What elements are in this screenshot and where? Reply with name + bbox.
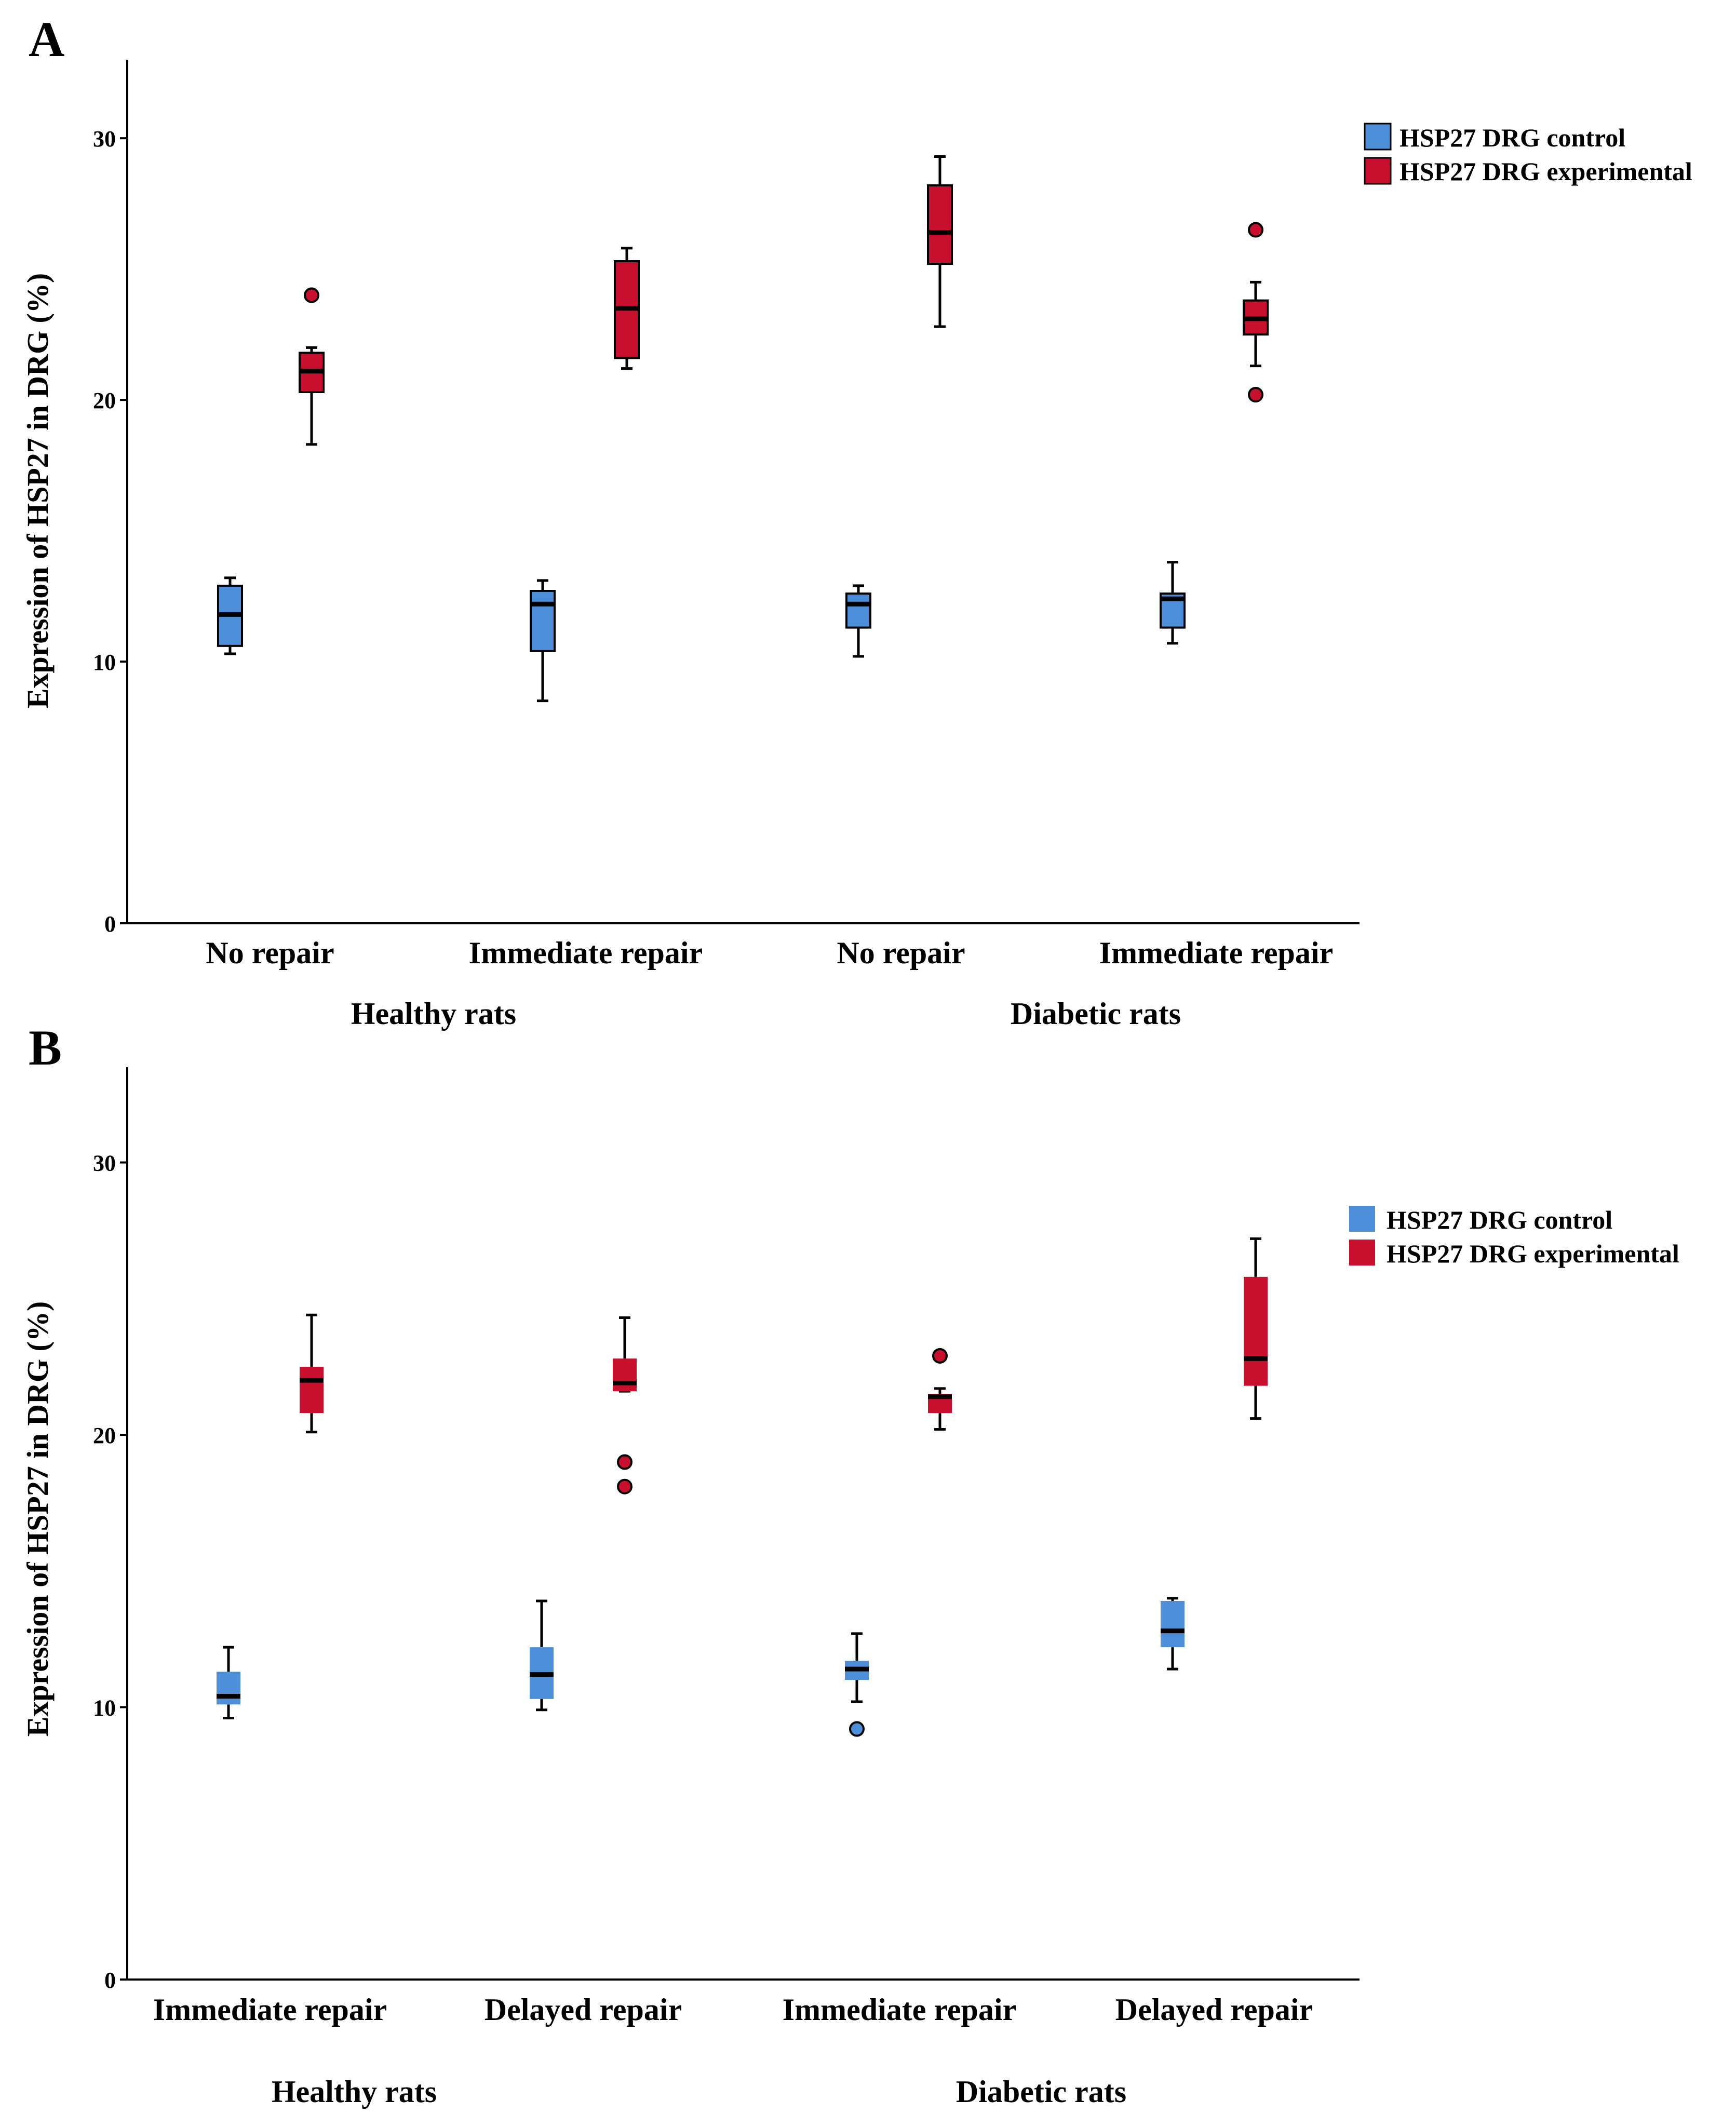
panel-letter-a: A [29,11,64,67]
legend: HSP27 DRG control HSP27 DRG experimental [1349,1205,1679,1268]
y-tick-label: 0 [104,911,116,937]
group-label-healthy: Healthy rats [272,2075,437,2109]
panel-b: B Expression of HSP27 in DRG (%) 0 10 20 30… [21,1020,1679,2109]
group-label-diabetic: Diabetic rats [1011,997,1181,1031]
y-axis-title: Expression of HSP27 in DRG (%) [21,1301,55,1736]
box-iqr [217,1672,240,1705]
y-tick-label: 0 [104,1968,116,1993]
outlier-point [1248,387,1263,403]
legend-swatch-control [1364,123,1392,151]
box-control [530,579,556,703]
y-tick-label: 10 [93,1695,116,1721]
x-category-labels: Immediate repair Delayed repair Immediat… [153,1993,1313,2027]
y-ticks: 0 10 20 30 [93,1151,127,1993]
y-tick-label: 20 [93,1423,116,1448]
legend-label-control: HSP27 DRG control [1399,123,1625,152]
box-experimental [300,1313,324,1434]
category-label: Delayed repair [1115,1993,1313,2027]
box-experimental [1243,222,1269,403]
x-group-labels: Healthy rats Diabetic rats [272,2075,1126,2109]
y-ticks: 0 10 20 30 [93,126,127,937]
outlier-point [304,287,319,303]
box-control [217,576,243,655]
category-label: Immediate repair [1099,936,1333,970]
box-control [1160,561,1186,645]
group-label-healthy: Healthy rats [351,997,516,1031]
panel-a: A Expression of HSP27 in DRG (%) 0 10 20 30… [21,11,1692,1031]
box-iqr [927,184,953,265]
category-label: Immediate repair [153,1993,387,2027]
box-iqr [613,1358,637,1392]
legend-swatch-experimental [1349,1240,1375,1266]
box-iqr [1244,1276,1268,1386]
box-plots [217,1237,1268,1737]
y-tick-label: 20 [93,388,116,413]
box-experimental [613,1316,637,1495]
box-iqr [300,1366,324,1413]
box-experimental [927,155,953,328]
category-label: No repair [206,936,334,970]
box-plots [217,155,1269,703]
box-control [1161,1597,1185,1671]
legend-label-experimental: HSP27 DRG experimental [1399,157,1692,186]
y-tick-label: 10 [93,650,116,675]
outlier-point [1248,222,1263,238]
x-group-labels: Healthy rats Diabetic rats [351,997,1181,1031]
box-iqr [1161,1600,1185,1648]
box-experimental [614,247,640,370]
box-control [845,1632,869,1737]
panel-letter-b: B [29,1020,62,1075]
box-control [217,1646,240,1720]
legend: HSP27 DRG control HSP27 DRG experimental [1364,123,1692,186]
outlier-point [932,1348,948,1364]
category-label: Immediate repair [469,936,703,970]
x-category-labels: No repair Immediate repair No repair Imm… [206,936,1333,970]
legend-swatch-experimental [1364,157,1392,185]
y-axis-title: Expression of HSP27 in DRG (%) [21,273,55,708]
legend-swatch-control [1349,1206,1375,1232]
outlier-point [617,1478,633,1495]
outlier-point [849,1721,865,1737]
box-experimental [299,287,325,446]
box-experimental [928,1348,952,1431]
category-label: Delayed repair [485,1993,682,2027]
box-iqr [845,593,871,629]
category-label: No repair [837,936,965,970]
legend-label-experimental: HSP27 DRG experimental [1387,1239,1679,1268]
box-control [530,1599,554,1712]
box-iqr [530,589,556,652]
y-tick-label: 30 [93,126,116,152]
category-label: Immediate repair [783,1993,1016,2027]
outlier-point [617,1454,633,1470]
box-control [845,584,871,658]
y-tick-label: 30 [93,1151,116,1176]
box-experimental [1244,1237,1268,1420]
legend-label-control: HSP27 DRG control [1387,1205,1612,1234]
group-label-diabetic: Diabetic rats [956,2075,1126,2109]
